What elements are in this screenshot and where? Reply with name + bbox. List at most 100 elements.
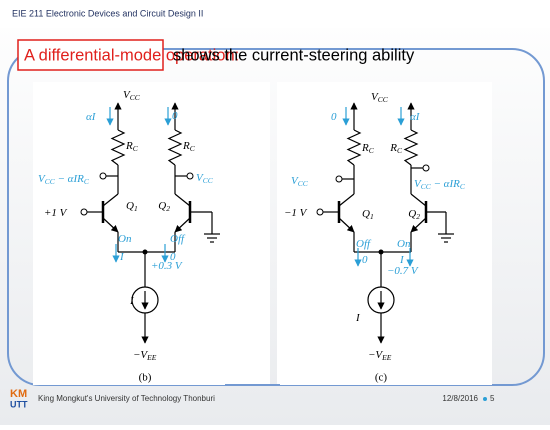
circuit-label: Off [170,233,186,245]
circuit-label: I [399,254,405,266]
node [186,172,194,180]
logo-top: KM [10,388,27,400]
circuit-label: −VEE [133,349,157,362]
circuit-label: 0 [172,110,178,122]
label-text: I [355,312,361,324]
circuit-label: Q2 [408,208,420,221]
date: 12/8/2016 [442,394,478,403]
subscript: CC [203,176,214,185]
label-text: −V [368,349,383,361]
label-text: αI [410,111,421,123]
circuit-label: −1 V [284,207,308,219]
circuit-label: Q1 [126,200,138,213]
subscript: 1 [134,204,138,213]
label-text: R [389,142,397,154]
resistor [403,129,419,166]
label-text: V [414,178,422,190]
circuit-label: RC [361,142,375,155]
label-text: I [119,251,125,263]
subscript: C [84,177,90,186]
circuit-label: Off [356,238,372,250]
input-node [316,208,324,216]
figure-c [277,82,492,385]
label-text: R [125,140,133,152]
label-text: Q [408,208,416,220]
circuit-label: RC [389,142,403,155]
circuit-label: On [118,233,132,245]
circuit-label: +1 V [44,207,68,219]
label-text: Q [126,200,134,212]
circuit-label: 0 [362,254,368,266]
label-text: −0.7 V [387,265,419,277]
node [99,172,107,180]
circuit-label: 0 [331,111,337,123]
label-text: −1 V [284,207,308,219]
circuit-label: I [119,251,125,263]
wire [338,193,355,207]
circuit-label: VCC [371,91,389,104]
label-text: +1 V [44,207,68,219]
figure-b [33,82,270,385]
label-text: Q [362,208,370,220]
subscript: 1 [370,212,374,221]
label-text: R [182,140,190,152]
caption: (b) [139,372,152,384]
subscript: CC [45,177,56,186]
circuit-label: αI [86,111,97,123]
circuit-label: αI [410,111,421,123]
label-text: 0 [362,254,368,266]
subscript: C [133,144,139,153]
label-text: − αIR [55,173,84,185]
circuit-label: Q2 [158,200,170,213]
label-text: V [196,172,204,184]
label-text: V [123,89,131,101]
wire [338,217,355,233]
circuit-label: RC [125,140,139,153]
circuit-label: Q1 [362,208,374,221]
label-text: +0.3 V [151,260,183,272]
label-text: V [291,175,299,187]
wire [102,193,119,207]
label-text: On [118,233,132,245]
circuit-label: VCC [291,175,309,188]
label-text: Off [356,238,372,250]
subscript: CC [130,93,141,102]
resistor [167,129,183,166]
label-text: αI [86,111,97,123]
circuit-label: +0.3 V [151,260,183,272]
circuit-label: I [129,295,135,307]
label-text: Q [158,200,166,212]
circuit-label: VCC − αIRC [414,178,466,191]
wire [410,217,427,233]
label-text: R [361,142,369,154]
node [422,164,430,172]
header-bar [0,0,550,28]
subscript: 2 [416,212,420,221]
title-box [17,39,164,71]
title-boxed: A differential-mode operation: [24,46,239,64]
resistor [110,129,126,166]
label-text: V [371,91,379,103]
title-rest: shows the current-steering ability [173,46,415,64]
input-node [80,208,88,216]
label-text: I [399,254,405,266]
label-text: On [397,238,411,250]
wire [410,193,427,207]
label-text: 0 [170,251,176,263]
caption: (c) [375,372,388,384]
wire [102,217,119,233]
subscript: C [190,144,196,153]
resistor [346,129,362,166]
subscript: EE [381,353,392,362]
wire [174,193,191,207]
subscript: EE [146,353,157,362]
label-text: 0 [331,111,337,123]
label-text: Off [170,233,186,245]
circuit-label: On [397,238,411,250]
label-text: V [38,173,46,185]
wire [174,217,191,233]
subscript: C [397,146,403,155]
